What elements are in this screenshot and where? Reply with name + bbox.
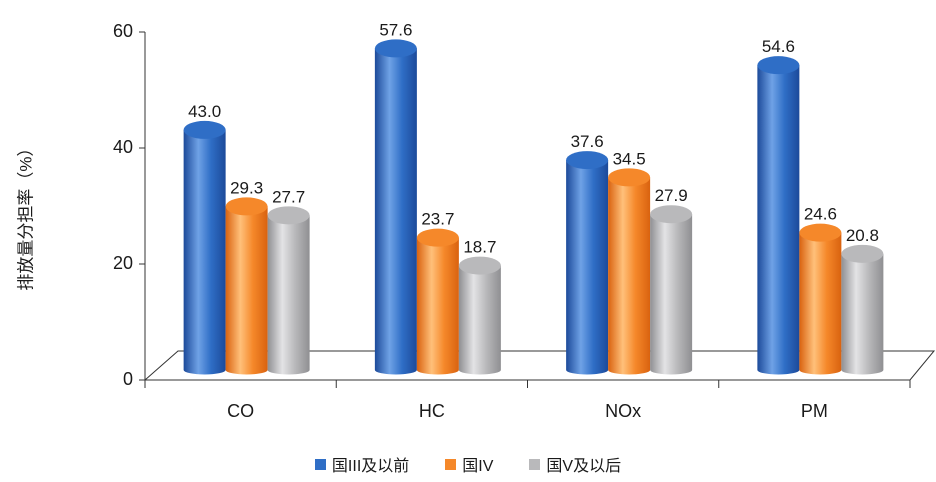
bar-body (267, 215, 310, 375)
bar-body (458, 265, 501, 375)
bar (416, 228, 459, 375)
bar (374, 39, 417, 375)
bar-top (799, 223, 842, 242)
bar (267, 206, 310, 375)
legend-swatch-series-2 (445, 458, 457, 470)
legend-item-series-1: 国III及以前 (314, 452, 410, 476)
bar-value-label: 24.6 (804, 205, 837, 224)
legend-label-series-1: 国III及以前 (331, 458, 410, 475)
bar-body (650, 214, 693, 375)
bar-body (757, 65, 800, 375)
bar-top (225, 197, 268, 216)
bar (183, 120, 226, 375)
bar-value-label: 23.7 (421, 210, 454, 229)
bar-body (608, 177, 651, 375)
bar-top (267, 206, 310, 225)
x-category-label: NOx (605, 401, 641, 421)
bar-body (841, 253, 884, 375)
bar-body (374, 48, 417, 375)
x-category-label: PM (801, 401, 828, 421)
bar-top (650, 205, 693, 224)
legend-label-series-3: 国V及以后 (546, 458, 622, 475)
legend-item-series-3: 国V及以后 (529, 452, 621, 476)
bar (566, 151, 609, 375)
bar-value-label: 43.0 (188, 102, 221, 121)
x-category-label: HC (419, 401, 445, 421)
bar (799, 223, 842, 375)
y-tick-label: 0 (123, 369, 133, 389)
bar-top (183, 120, 226, 139)
bar-value-label: 20.8 (846, 226, 879, 245)
bar-value-label: 29.3 (230, 178, 263, 197)
bar-top (566, 151, 609, 170)
bar-value-label: 57.6 (379, 20, 412, 39)
legend-label-series-2: 国IV (462, 458, 494, 475)
bar-value-label: 37.6 (571, 132, 604, 151)
bar (458, 256, 501, 375)
x-category-label: CO (227, 401, 254, 421)
legend-item-series-2: 国IV (445, 452, 493, 476)
bar-value-label: 27.9 (655, 186, 688, 205)
bar (650, 205, 693, 375)
bar-value-label: 27.7 (272, 187, 305, 206)
bar-top (374, 39, 417, 58)
y-tick-label: 20 (113, 253, 133, 273)
bar-body (225, 206, 268, 375)
y-tick-label: 40 (113, 137, 133, 157)
bar-top (841, 244, 884, 263)
y-axis-label: 排放量分担率（%） (16, 139, 35, 290)
bar-body (183, 129, 226, 375)
bar (757, 56, 800, 375)
bar (225, 197, 268, 375)
bar-top (757, 56, 800, 75)
bar-value-label: 34.5 (613, 149, 646, 168)
bar-top (608, 168, 651, 187)
bar-body (416, 237, 459, 375)
bar-top (458, 256, 501, 275)
bar (608, 168, 651, 375)
legend: 国III及以前 国IV 国V及以后 (0, 452, 936, 476)
y-tick-label: 60 (113, 21, 133, 41)
bar-body (566, 160, 609, 375)
legend-swatch-series-1 (314, 458, 326, 470)
bar-top (416, 228, 459, 247)
bar (841, 244, 884, 375)
bar-value-label: 54.6 (762, 37, 795, 56)
legend-swatch-series-3 (529, 458, 541, 470)
bar-body (799, 232, 842, 375)
bar-value-label: 18.7 (463, 238, 496, 257)
